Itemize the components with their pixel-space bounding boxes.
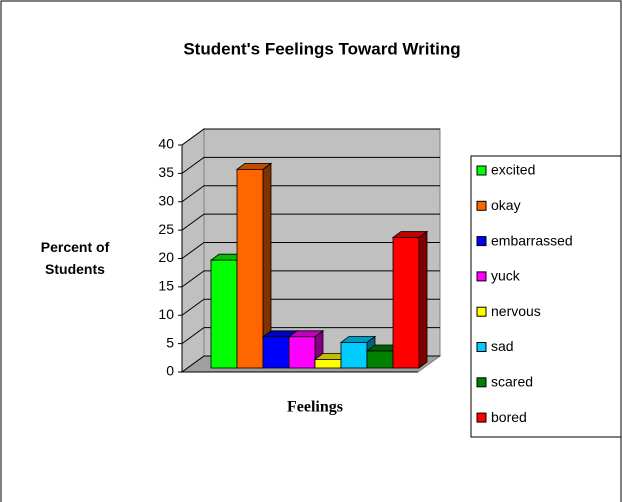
grid-line xyxy=(181,185,440,203)
y-axis-label: Percent of Students xyxy=(40,239,110,277)
bar xyxy=(236,168,264,369)
bar-side xyxy=(418,230,428,369)
grid-line xyxy=(181,156,440,174)
legend-label: bored xyxy=(491,409,527,425)
y-tick-label: 10 xyxy=(158,306,174,322)
grid-line xyxy=(181,213,440,231)
legend-swatch xyxy=(476,412,487,423)
legend-swatch xyxy=(476,271,487,282)
bar xyxy=(314,359,342,369)
legend-swatch xyxy=(476,306,487,317)
legend-label: nervous xyxy=(491,303,541,319)
legend-label: scared xyxy=(491,374,533,390)
y-tick-label: 5 xyxy=(166,334,174,350)
grid-line xyxy=(181,242,440,259)
y-tick-label: 15 xyxy=(158,278,174,294)
bar xyxy=(210,259,238,369)
x-axis-label: Feelings xyxy=(287,399,343,416)
legend-items: excited okay embarrassed yuck nervous sad scar… xyxy=(476,162,573,425)
bar xyxy=(340,342,368,369)
legend-label: sad xyxy=(491,338,514,354)
grid-line xyxy=(181,327,440,345)
y-tick-label: 20 xyxy=(158,249,174,265)
legend-label: embarrassed xyxy=(491,232,573,248)
legend-label: okay xyxy=(491,197,521,213)
legend-label: yuck xyxy=(491,268,521,284)
legend-label: excited xyxy=(491,162,535,178)
plot-area: 0 5 10 15 20 25 30 35 40 xyxy=(158,128,442,379)
y-tick-label: 40 xyxy=(158,136,174,152)
bar xyxy=(392,237,420,369)
legend-swatch xyxy=(476,236,487,247)
legend-swatch xyxy=(476,165,487,176)
y-tick-label: 25 xyxy=(158,221,174,237)
legend-swatch xyxy=(476,377,487,388)
grid-line xyxy=(181,298,440,316)
bar xyxy=(366,350,394,369)
legend-swatch xyxy=(476,200,487,211)
grid-line xyxy=(181,270,440,288)
legend xyxy=(470,155,622,438)
grid-line xyxy=(181,128,440,146)
y-tick-label: 35 xyxy=(158,164,174,180)
bar xyxy=(262,336,290,369)
legend-swatch xyxy=(476,342,487,352)
chart-title: Student's Feelings Toward Writing xyxy=(183,39,460,58)
y-tick-label: 0 xyxy=(166,363,174,379)
y-tick-label: 30 xyxy=(158,192,174,208)
bar xyxy=(288,336,316,369)
